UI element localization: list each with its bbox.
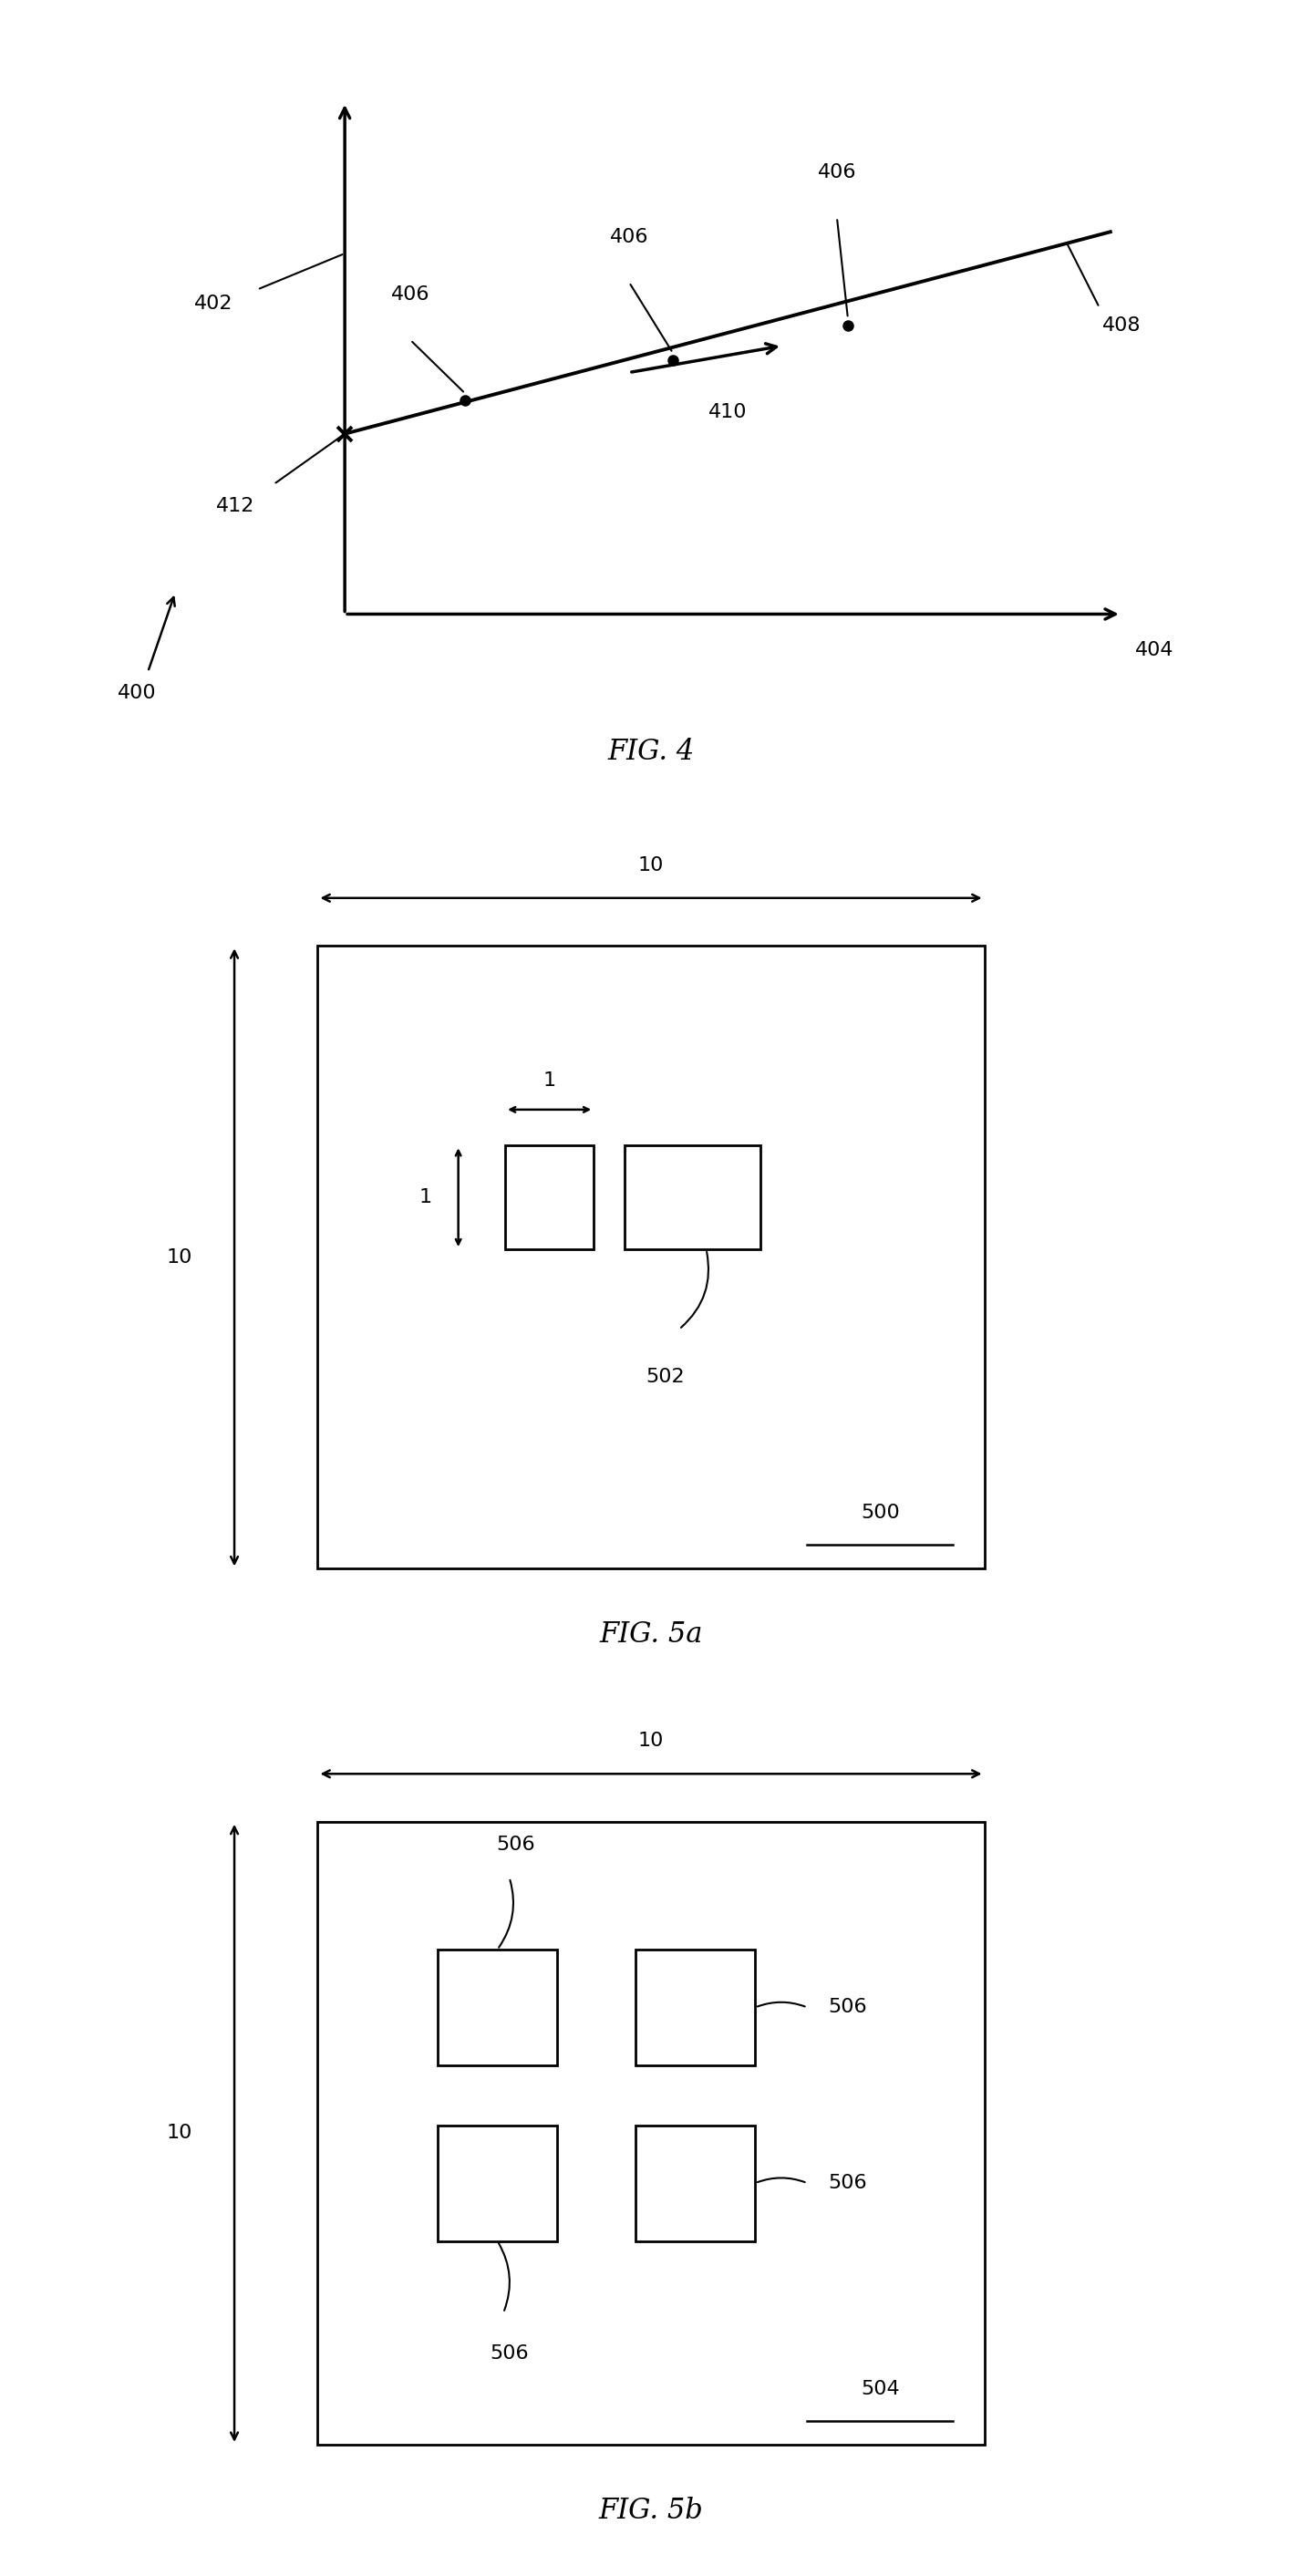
Bar — [505, 1146, 594, 1249]
Text: 506: 506 — [828, 2174, 867, 2192]
Bar — [635, 2125, 755, 2241]
Text: 10: 10 — [167, 1249, 193, 1267]
Text: 506: 506 — [490, 2344, 529, 2362]
Text: 408: 408 — [1101, 317, 1141, 335]
Text: 406: 406 — [818, 162, 857, 180]
Text: 506: 506 — [496, 1837, 535, 1855]
Bar — [437, 2125, 557, 2241]
Text: 1: 1 — [543, 1072, 556, 1090]
Text: 500: 500 — [861, 1504, 900, 1522]
Text: FIG. 4: FIG. 4 — [608, 737, 694, 765]
Text: 506: 506 — [828, 1999, 867, 2017]
Text: 1: 1 — [419, 1188, 432, 1206]
Text: 404: 404 — [1135, 641, 1173, 659]
Text: 502: 502 — [646, 1368, 685, 1386]
Text: 402: 402 — [194, 294, 233, 314]
Text: FIG. 5b: FIG. 5b — [599, 2496, 703, 2524]
Bar — [318, 945, 984, 1569]
Text: 412: 412 — [216, 497, 255, 515]
Text: 10: 10 — [638, 1731, 664, 1749]
Bar — [437, 1950, 557, 2066]
Text: FIG. 5a: FIG. 5a — [599, 1620, 703, 1649]
Text: 406: 406 — [391, 286, 430, 304]
Bar — [318, 1821, 984, 2445]
Text: 406: 406 — [609, 229, 648, 247]
Bar — [625, 1146, 760, 1249]
Text: 504: 504 — [861, 2380, 900, 2398]
Text: 10: 10 — [167, 2125, 193, 2143]
Text: 410: 410 — [708, 402, 747, 422]
Text: 400: 400 — [117, 685, 156, 703]
Bar — [635, 1950, 755, 2066]
Text: 10: 10 — [638, 855, 664, 873]
